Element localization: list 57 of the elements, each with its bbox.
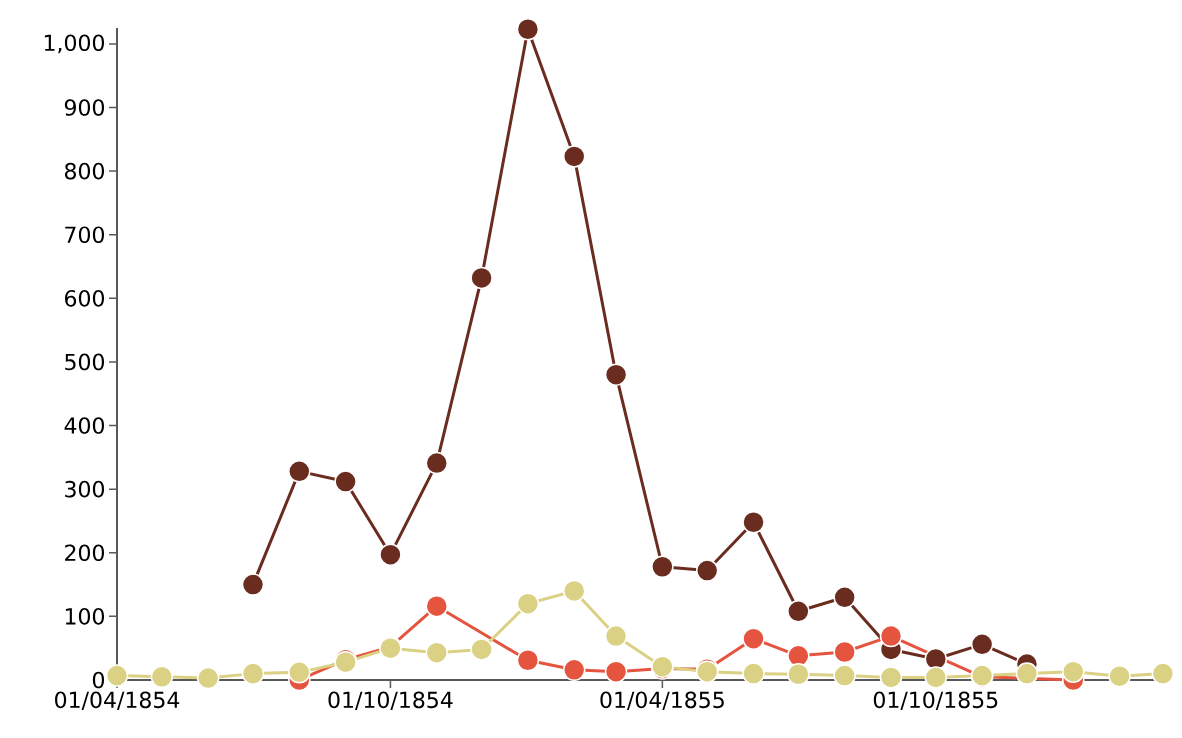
x-tick-label: 01/04/1855 [600,691,724,710]
x-tick-label: 01/04/1854 [55,691,180,710]
point [379,543,402,566]
point [288,460,311,483]
point [924,666,948,689]
y-tick-label: 1,000 [44,34,104,54]
point [562,145,586,168]
point [742,627,765,650]
y-tick-label: 300 [65,480,104,498]
point [879,624,903,648]
point [562,579,586,603]
y-tick-label: 400 [64,417,104,434]
point [196,666,220,690]
point [924,647,948,671]
point [970,633,994,656]
point [470,638,493,661]
point [879,666,903,689]
point [695,559,719,582]
point [833,586,856,609]
x-tick-label: 01/10/1854 [328,691,453,710]
point [787,663,810,686]
point [604,363,628,386]
point [651,555,674,579]
point [425,594,449,618]
point [1108,664,1131,688]
point [425,451,449,475]
point [516,649,540,672]
point [833,664,856,687]
point [241,662,265,685]
point [742,510,765,534]
x-tick-label: 01/10/1855 [873,691,998,710]
point [562,658,586,682]
point [470,266,493,290]
y-tick-label: 600 [65,290,104,307]
point [150,665,174,689]
point [516,18,540,41]
point [604,660,628,683]
y-tick-label: 700 [65,226,104,244]
point [288,661,311,684]
point [604,624,628,648]
point [334,470,357,493]
y-tick-label: 100 [65,608,104,625]
point [241,573,265,596]
point [833,640,856,664]
point [742,662,765,685]
y-tick-label: 500 [65,353,104,371]
point [425,641,449,664]
point [105,664,129,687]
point [1015,662,1039,685]
point [1062,660,1085,683]
y-tick-label: 900 [64,99,104,116]
point [787,600,810,623]
y-tick-label: 200 [65,544,104,562]
point [1151,662,1175,685]
point [516,592,540,615]
y-tick-label: 800 [64,162,104,180]
y-tick-label: 0 [92,671,105,689]
